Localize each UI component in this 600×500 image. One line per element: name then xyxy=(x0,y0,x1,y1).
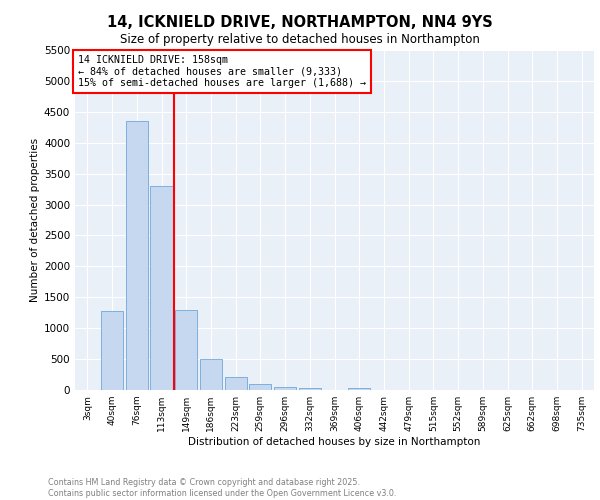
Bar xyxy=(125,121,148,390)
Text: 14 ICKNIELD DRIVE: 158sqm
← 84% of detached houses are smaller (9,333)
15% of se: 14 ICKNIELD DRIVE: 158sqm ← 84% of detac… xyxy=(77,55,365,88)
Bar xyxy=(151,186,173,390)
Bar xyxy=(101,312,123,390)
Bar xyxy=(224,376,247,390)
Text: Contains HM Land Registry data © Crown copyright and database right 2025.
Contai: Contains HM Land Registry data © Crown c… xyxy=(48,478,397,498)
Bar xyxy=(200,359,222,390)
Bar xyxy=(175,310,197,390)
Bar xyxy=(249,384,271,390)
Bar xyxy=(348,388,370,390)
Text: Size of property relative to detached houses in Northampton: Size of property relative to detached ho… xyxy=(120,32,480,46)
X-axis label: Distribution of detached houses by size in Northampton: Distribution of detached houses by size … xyxy=(188,437,481,447)
Bar xyxy=(274,386,296,390)
Y-axis label: Number of detached properties: Number of detached properties xyxy=(30,138,40,302)
Text: 14, ICKNIELD DRIVE, NORTHAMPTON, NN4 9YS: 14, ICKNIELD DRIVE, NORTHAMPTON, NN4 9YS xyxy=(107,15,493,30)
Bar xyxy=(299,388,321,390)
